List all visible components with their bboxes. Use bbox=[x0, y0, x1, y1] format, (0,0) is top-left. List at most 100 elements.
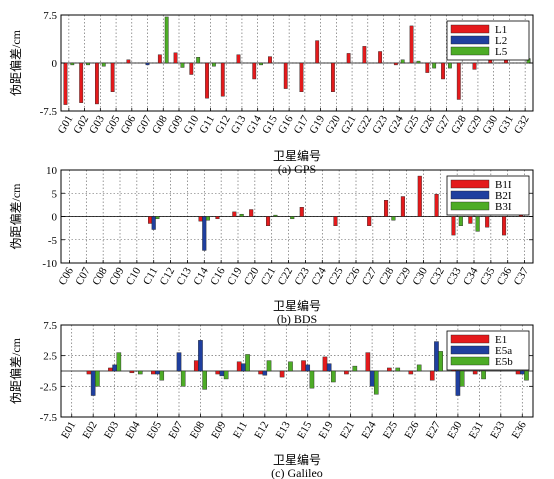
x-tick-label: C25 bbox=[326, 265, 346, 287]
x-tick-label: E33 bbox=[488, 419, 508, 441]
x-tick-label: C07 bbox=[73, 265, 93, 287]
x-tick-label: G05 bbox=[103, 113, 123, 136]
x-tick-label: G25 bbox=[402, 113, 422, 136]
x-tick-label: C21 bbox=[259, 266, 279, 288]
x-tick-label: C29 bbox=[394, 265, 414, 287]
x-tick-label: E26 bbox=[402, 419, 422, 441]
bar-E1-E36 bbox=[515, 370, 521, 375]
bar-L5-G27 bbox=[447, 62, 452, 69]
legend-swatch-L2 bbox=[450, 35, 490, 45]
y-tick-label: 0 bbox=[52, 58, 58, 70]
bar-L1-G05 bbox=[110, 62, 115, 92]
chart-panel-2: -10-50510C06C07C08C09C10C11C12C13C14C16C… bbox=[8, 165, 534, 326]
bar-B1I-C35 bbox=[485, 216, 490, 228]
y-tick-label: 7.5 bbox=[43, 320, 57, 332]
bar-E5a-E12 bbox=[262, 370, 268, 376]
x-tick-label: E01 bbox=[59, 420, 78, 441]
bar-E1-E19 bbox=[322, 356, 328, 372]
x-tick-label: C37 bbox=[512, 265, 532, 287]
bar-E5b-E21 bbox=[352, 365, 358, 372]
bar-E5a-E09 bbox=[219, 370, 225, 377]
bar-L1-G14 bbox=[252, 62, 257, 80]
x-tick-label: E12 bbox=[252, 420, 271, 441]
bar-B3I-C28 bbox=[391, 216, 396, 221]
x-tick-label: G21 bbox=[339, 114, 359, 136]
bar-E5a-E07 bbox=[176, 352, 182, 372]
y-tick-label: 7.5 bbox=[43, 10, 57, 22]
bar-E1-E05 bbox=[151, 370, 156, 375]
y-tick-label: -5 bbox=[48, 235, 58, 247]
bar-E5b-E05 bbox=[159, 370, 165, 381]
bar-L1-G12 bbox=[220, 62, 225, 97]
bar-B1I-C33 bbox=[451, 216, 456, 236]
y-tick-label: -7.5 bbox=[40, 106, 58, 118]
bar-B3I-C34 bbox=[475, 216, 480, 232]
bar-E5a-E27 bbox=[434, 341, 439, 372]
x-tick-label: C14 bbox=[191, 265, 211, 287]
bar-E5b-E09 bbox=[223, 370, 229, 380]
bar-B2I-C14 bbox=[202, 216, 207, 251]
x-tick-label: E11 bbox=[231, 420, 250, 441]
bar-B3I-C21 bbox=[273, 214, 278, 217]
bar-L1-G17 bbox=[299, 62, 304, 92]
bar-E1-E24 bbox=[365, 352, 371, 372]
bar-L5-G01 bbox=[70, 62, 75, 66]
bar-L1-G16 bbox=[283, 62, 288, 89]
y-tick-label: 0 bbox=[52, 212, 58, 224]
bar-E1-E02 bbox=[86, 370, 92, 375]
bar-E5a-E02 bbox=[90, 370, 96, 396]
bar-E5a-E05 bbox=[155, 370, 160, 375]
bar-E1-E15 bbox=[301, 360, 306, 372]
bar-E5a-E36 bbox=[519, 370, 525, 375]
bar-E1-E26 bbox=[408, 370, 414, 375]
x-tick-label: G20 bbox=[323, 113, 343, 136]
x-axis-label: 卫星编号 bbox=[273, 148, 321, 163]
y-axis-label: 伪距偏差/cm bbox=[8, 183, 23, 250]
x-tick-label: C26 bbox=[343, 265, 363, 287]
x-tick-label: C13 bbox=[174, 265, 194, 287]
bar-L5-G14 bbox=[259, 62, 263, 66]
x-tick-label: G15 bbox=[260, 113, 280, 136]
x-axis-label: 卫星编号 bbox=[273, 298, 321, 313]
x-tick-label: C06 bbox=[56, 265, 76, 287]
bar-L5-G26 bbox=[432, 62, 437, 69]
legend-label-B3I: B3I bbox=[495, 201, 512, 213]
x-tick-label: C30 bbox=[410, 265, 430, 287]
bar-L1-G08 bbox=[157, 54, 162, 64]
bar-E5b-E07 bbox=[180, 370, 186, 387]
bar-E5b-E27 bbox=[438, 351, 443, 372]
bar-E1-E11 bbox=[236, 361, 242, 372]
bar-E1-E12 bbox=[258, 370, 263, 375]
x-tick-label: E02 bbox=[81, 420, 100, 441]
bar-L5-G08 bbox=[164, 16, 169, 64]
x-tick-label: C28 bbox=[377, 265, 397, 287]
x-tick-label: G29 bbox=[465, 113, 485, 136]
x-tick-label: C08 bbox=[90, 265, 110, 287]
legend-swatch-E5a bbox=[450, 345, 490, 355]
x-tick-label: G19 bbox=[307, 113, 327, 136]
bar-B1I-C11 bbox=[148, 216, 153, 224]
bar-E1-E09 bbox=[215, 370, 221, 375]
x-tick-label: G07 bbox=[134, 113, 154, 136]
y-tick-label: 2.5 bbox=[43, 351, 57, 363]
x-tick-label: G32 bbox=[512, 114, 532, 136]
x-tick-label: G31 bbox=[496, 114, 516, 136]
bar-L1-G29 bbox=[472, 62, 477, 70]
legend-label-L2: L2 bbox=[495, 35, 507, 47]
x-tick-label: C35 bbox=[478, 265, 498, 287]
x-tick-label: G14 bbox=[244, 113, 264, 136]
bar-B3I-C19 bbox=[239, 213, 244, 217]
x-tick-label: G11 bbox=[197, 114, 217, 136]
legend-label-E1: E1 bbox=[495, 334, 507, 346]
legend-label-B1I: B1I bbox=[495, 179, 512, 191]
x-tick-label: E19 bbox=[317, 419, 337, 441]
bar-E5b-E24 bbox=[373, 370, 379, 395]
bar-E1-E13 bbox=[279, 370, 285, 378]
bar-L1-G26 bbox=[425, 62, 430, 73]
bar-E5a-E30 bbox=[455, 370, 461, 396]
x-tick-label: E09 bbox=[209, 419, 229, 441]
bar-B1I-C34 bbox=[468, 216, 473, 224]
bar-E5b-E30 bbox=[459, 370, 465, 387]
x-tick-label: E27 bbox=[424, 419, 444, 441]
